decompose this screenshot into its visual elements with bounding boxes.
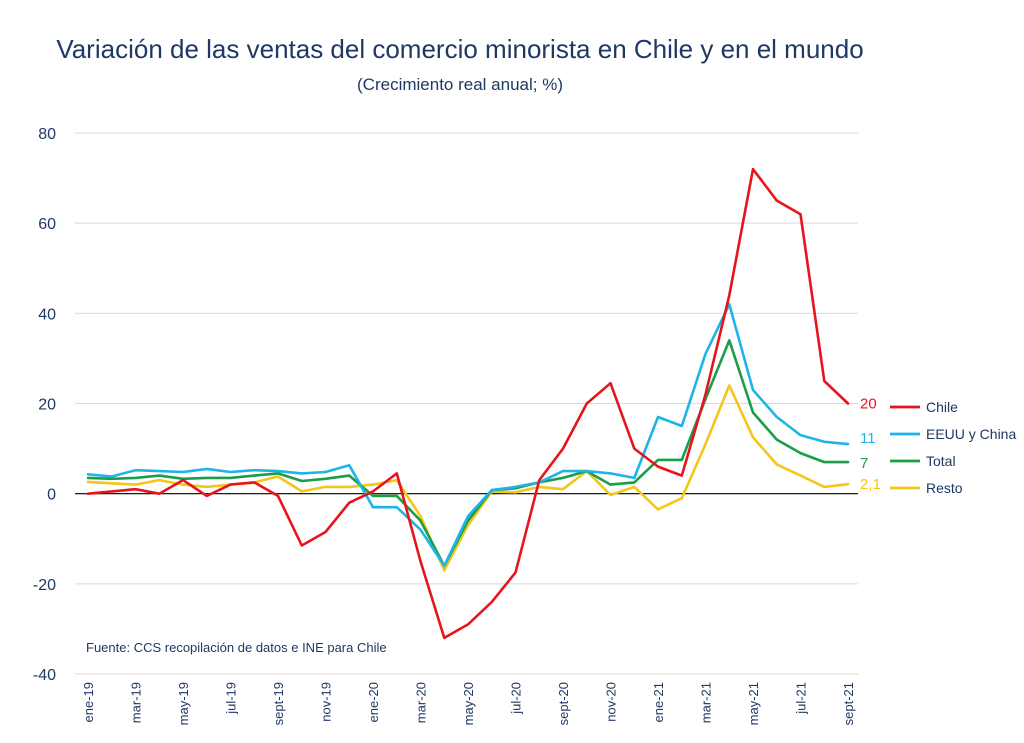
end-labels: 20 11 7 2,1 (860, 396, 881, 494)
x-tick-label: may-20 (461, 682, 476, 725)
y-tick-label: 80 (38, 126, 56, 143)
end-label-eeuu-y-china: 11 (860, 430, 876, 447)
series-line-total (86, 339, 850, 568)
x-tick-label: may-21 (746, 682, 761, 725)
end-label-resto: 2,1 (860, 476, 881, 493)
y-tick-label: 0 (47, 487, 56, 504)
legend-label: EEUU y China (926, 426, 1016, 442)
x-tick-label: nov-19 (319, 682, 334, 722)
x-tick-label: mar-21 (699, 682, 714, 723)
gridlines (75, 132, 858, 675)
y-axis-ticks: 80 60 40 20 0 -20 -40 (33, 126, 56, 684)
legend-label: Chile (926, 399, 958, 415)
legend-label: Resto (926, 480, 963, 496)
x-tick-label: ene-19 (81, 682, 96, 722)
chart-subtitle: (Crecimiento real anual; %) (357, 75, 563, 94)
y-tick-label: 40 (38, 306, 56, 323)
x-tick-label: sept-19 (271, 682, 286, 725)
x-axis-ticks: ene-19 mar-19 may-19 jul-19 sept-19 nov-19 ene… (81, 682, 856, 725)
series-lines (86, 167, 850, 640)
end-label-chile: 20 (860, 396, 877, 413)
x-tick-label: nov-20 (604, 682, 619, 722)
y-tick-label: 20 (38, 397, 56, 414)
x-tick-label: jul-20 (509, 682, 524, 715)
series-line-eeuu-y-china (86, 303, 850, 568)
x-tick-label: sept-20 (556, 682, 571, 725)
source-note: Fuente: CCS recopilación de datos e INE … (86, 640, 387, 655)
x-tick-label: jul-19 (224, 682, 239, 715)
legend: Chile EEUU y China Total Resto (890, 399, 1016, 496)
y-tick-label: 60 (38, 216, 56, 233)
x-tick-label: ene-21 (651, 682, 666, 722)
x-tick-label: jul-21 (794, 682, 809, 715)
x-tick-label: mar-19 (129, 682, 144, 723)
series-line-chile (86, 167, 850, 640)
y-tick-label: -40 (33, 667, 56, 684)
chart-title: Variación de las ventas del comercio min… (56, 34, 863, 64)
x-tick-label: ene-20 (366, 682, 381, 722)
x-tick-label: may-19 (176, 682, 191, 725)
y-tick-label: -20 (33, 577, 56, 594)
x-tick-label: sept-21 (841, 682, 856, 725)
x-tick-label: mar-20 (414, 682, 429, 723)
end-label-total: 7 (860, 455, 868, 472)
series-line-resto (86, 384, 850, 572)
legend-label: Total (926, 453, 956, 469)
